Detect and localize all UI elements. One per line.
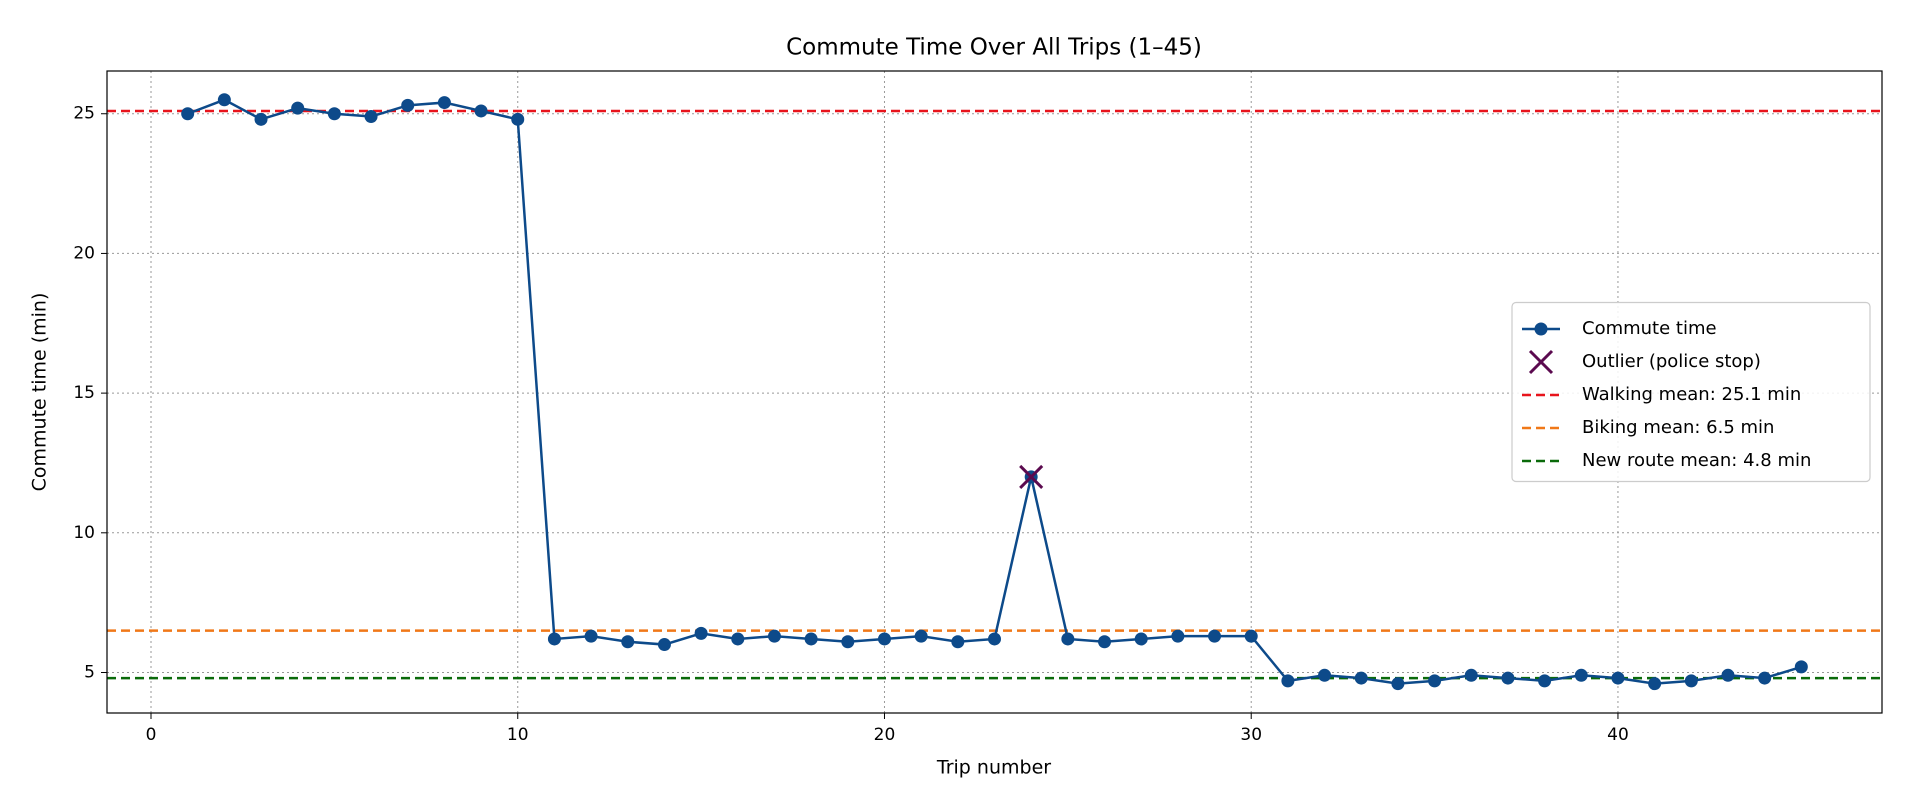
chart-title: Commute Time Over All Trips (1–45) xyxy=(786,35,1202,61)
y-tick-label: 20 xyxy=(73,243,95,263)
outlier-marker xyxy=(1019,464,1044,489)
legend-marker xyxy=(1528,349,1554,375)
x-tick-label: 30 xyxy=(1240,725,1262,745)
x-stroke xyxy=(1019,464,1044,489)
legend-marker xyxy=(1534,322,1548,336)
data-point xyxy=(1244,629,1258,643)
y-tick-label: 5 xyxy=(84,662,95,682)
data-point xyxy=(1354,671,1368,685)
legend-label: New route mean: 4.8 min xyxy=(1582,450,1811,471)
legend: Commute time Outlier (police stop) Walking… xyxy=(1511,301,1871,483)
data-point xyxy=(657,638,671,652)
data-point xyxy=(584,629,598,643)
data-point xyxy=(988,632,1001,646)
data-point xyxy=(1501,671,1515,685)
data-point xyxy=(914,629,928,643)
data-point xyxy=(1611,671,1625,685)
data-point xyxy=(1721,668,1735,682)
legend-box xyxy=(1511,301,1871,483)
data-point xyxy=(1061,632,1075,646)
plot-frame xyxy=(106,70,1883,714)
data-point xyxy=(1758,671,1772,685)
data-point xyxy=(217,93,231,107)
legend-label: Biking mean: 6.5 min xyxy=(1582,417,1774,438)
data-point xyxy=(401,98,415,112)
legend-label: Outlier (police stop) xyxy=(1582,351,1761,372)
data-point xyxy=(694,626,708,640)
data-point xyxy=(1134,632,1148,646)
data-point xyxy=(1391,677,1405,691)
data-point xyxy=(1098,635,1112,649)
data-point xyxy=(1538,674,1552,688)
data-point xyxy=(804,632,818,646)
x-tick-label: 10 xyxy=(507,725,529,745)
data-point xyxy=(731,632,745,646)
data-point xyxy=(254,112,268,126)
data-point xyxy=(1648,677,1662,691)
y-tick-label: 15 xyxy=(73,383,95,403)
data-point xyxy=(1794,660,1808,674)
data-point xyxy=(364,110,378,124)
data-point xyxy=(1428,674,1442,688)
data-point xyxy=(1318,668,1332,682)
y-tick-label: 25 xyxy=(73,104,95,124)
x-stroke xyxy=(1528,349,1554,375)
data-point xyxy=(474,104,488,118)
data-point xyxy=(547,632,561,646)
data-point xyxy=(841,635,855,649)
x-tick-label: 0 xyxy=(146,725,157,745)
y-axis-label: Commute time (min) xyxy=(29,293,51,492)
legend-label: Commute time xyxy=(1582,318,1717,339)
legend-label: Walking mean: 25.1 min xyxy=(1582,384,1801,405)
y-tick-label: 10 xyxy=(73,523,95,543)
data-point xyxy=(181,107,195,121)
data-point xyxy=(621,635,635,649)
x-tick-label: 20 xyxy=(874,725,896,745)
data-point xyxy=(437,96,451,110)
x-tick-label: 40 xyxy=(1607,725,1629,745)
data-point xyxy=(1281,674,1295,688)
x-axis-label: Trip number xyxy=(936,757,1051,779)
data-point xyxy=(291,101,305,115)
data-point xyxy=(1464,668,1478,682)
data-point xyxy=(767,629,781,643)
data-point xyxy=(1208,629,1222,643)
data-point xyxy=(1574,668,1588,682)
data-point xyxy=(327,107,341,121)
data-point xyxy=(1171,629,1185,643)
data-point xyxy=(951,635,965,649)
data-point xyxy=(877,632,891,646)
data-point xyxy=(511,112,525,126)
data-point xyxy=(1684,674,1698,688)
